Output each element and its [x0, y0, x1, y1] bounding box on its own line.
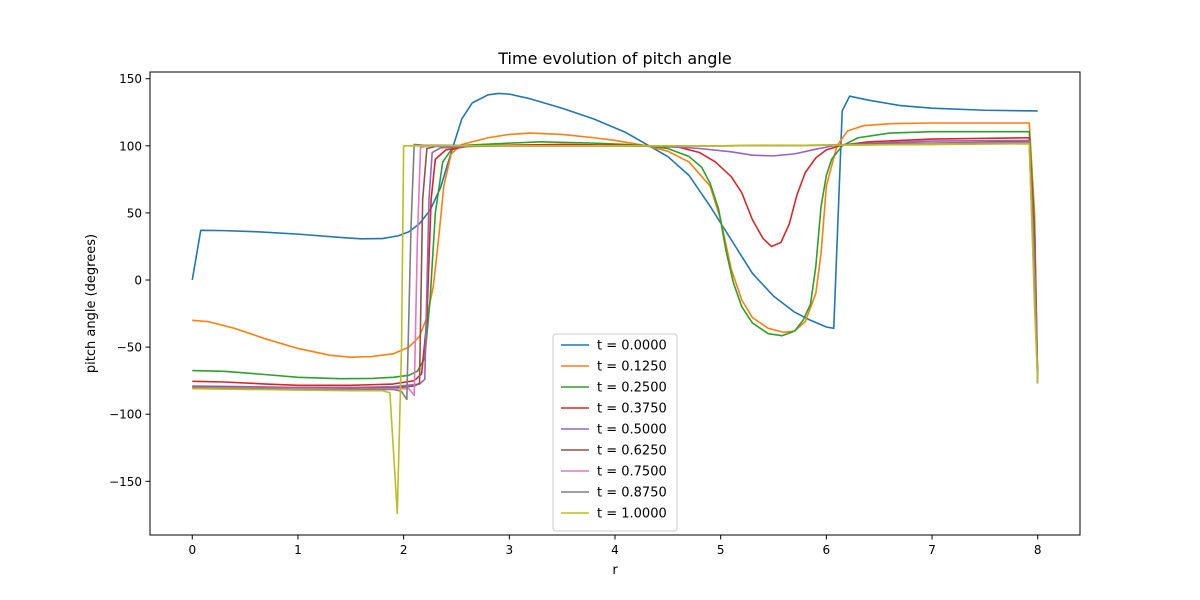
y-tick-label: −50 — [117, 341, 142, 355]
legend-label-3: t = 0.3750 — [597, 402, 667, 417]
y-tick-label: 50 — [127, 206, 142, 220]
chart-title: Time evolution of pitch angle — [497, 49, 731, 68]
x-tick-label: 3 — [505, 543, 513, 557]
x-tick-label: 2 — [400, 543, 408, 557]
series-line-8 — [192, 143, 1039, 515]
y-axis-label: pitch angle (degrees) — [84, 234, 99, 373]
y-tick-label: −100 — [109, 408, 142, 422]
x-tick-label: 4 — [611, 543, 619, 557]
x-tick-label: 0 — [188, 543, 196, 557]
y-tick-label: 0 — [134, 274, 142, 288]
x-tick-label: 1 — [294, 543, 302, 557]
legend-label-0: t = 0.0000 — [597, 339, 667, 354]
y-tick-label: 100 — [119, 139, 142, 153]
y-tick-label: 150 — [119, 72, 142, 86]
legend-label-5: t = 0.6250 — [597, 444, 667, 459]
legend-label-8: t = 1.0000 — [597, 507, 667, 522]
legend-label-7: t = 0.8750 — [597, 486, 667, 501]
series-line-2 — [192, 130, 1039, 384]
y-tick-label: −150 — [109, 475, 142, 489]
x-tick-label: 6 — [823, 543, 831, 557]
series-line-0 — [191, 92, 1038, 330]
legend-label-4: t = 0.5000 — [597, 423, 667, 438]
legend-label-1: t = 0.1250 — [597, 360, 667, 375]
x-tick-label: 7 — [928, 543, 936, 557]
legend: t = 0.0000 t = 0.1250 t = 0.2500 t = 0.3750… — [552, 333, 678, 532]
plot-frame — [149, 71, 1081, 536]
x-tick-label: 5 — [717, 543, 725, 557]
legend-label-2: t = 0.2500 — [597, 381, 667, 396]
x-tick-label: 8 — [1034, 543, 1042, 557]
legend-label-6: t = 0.7500 — [597, 465, 667, 480]
x-axis-label: r — [612, 563, 618, 578]
legend-box — [552, 333, 678, 532]
